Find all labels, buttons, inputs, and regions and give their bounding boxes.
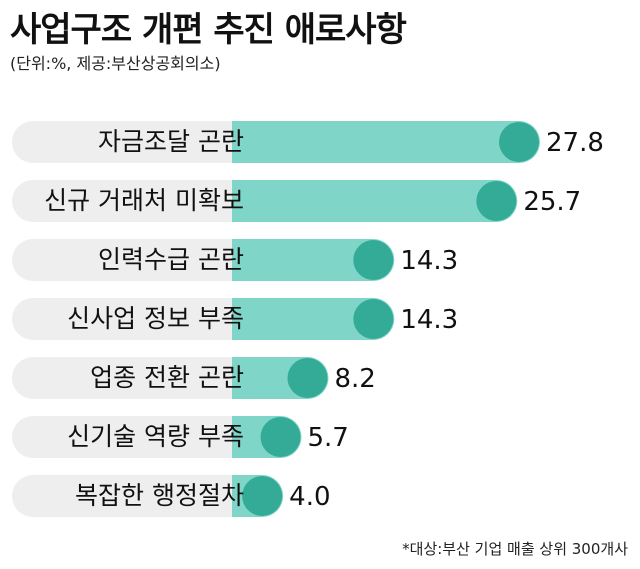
label-track	[12, 239, 268, 281]
value-label: 5.7	[308, 423, 349, 453]
category-label: 신사업 정보 부족	[67, 304, 244, 333]
category-label: 신기술 역량 부족	[67, 422, 244, 451]
bar-end-dot	[242, 476, 283, 516]
chart-footnote: *대상:부산 기업 매출 상위 300개사	[402, 540, 628, 558]
value-label: 14.3	[400, 305, 458, 335]
label-track	[12, 121, 268, 163]
label-track	[12, 416, 268, 458]
category-label: 신규 거래처 미확보	[44, 186, 244, 215]
bar-left-edge	[232, 298, 261, 340]
bar-end-dot	[353, 299, 394, 339]
category-label: 업종 전환 곤란	[90, 363, 244, 392]
value-label: 4.0	[289, 482, 330, 512]
bar-end-dot	[260, 417, 301, 457]
bar-end-dot	[353, 240, 394, 280]
bar-end-dot	[287, 358, 328, 398]
bar-left-edge	[232, 239, 261, 281]
bar	[240, 239, 395, 281]
value-label: 8.2	[334, 364, 375, 394]
bar	[240, 180, 518, 222]
chart-subtitle: (단위:%, 제공:부산상공회의소)	[10, 54, 221, 73]
bar-left-edge	[232, 121, 261, 163]
bar-end-dot	[499, 122, 539, 162]
category-label: 인력수급 곤란	[98, 245, 244, 274]
bar	[240, 298, 395, 340]
value-label: 25.7	[523, 187, 581, 217]
label-track	[12, 298, 268, 340]
label-track	[12, 180, 268, 222]
page-title: 사업구조 개편 추진 애로사항	[10, 10, 407, 50]
value-label: 14.3	[400, 246, 458, 276]
value-label: 27.8	[546, 128, 604, 158]
bar	[240, 121, 540, 163]
label-track	[12, 357, 268, 399]
bar-left-edge	[232, 180, 261, 222]
category-label: 복잡한 행정절차	[75, 481, 244, 510]
bar-end-dot	[476, 181, 517, 221]
bar-left-edge	[232, 357, 261, 399]
label-track	[12, 475, 268, 517]
category-label: 자금조달 곤란	[98, 127, 244, 156]
bar-left-edge	[232, 416, 261, 458]
